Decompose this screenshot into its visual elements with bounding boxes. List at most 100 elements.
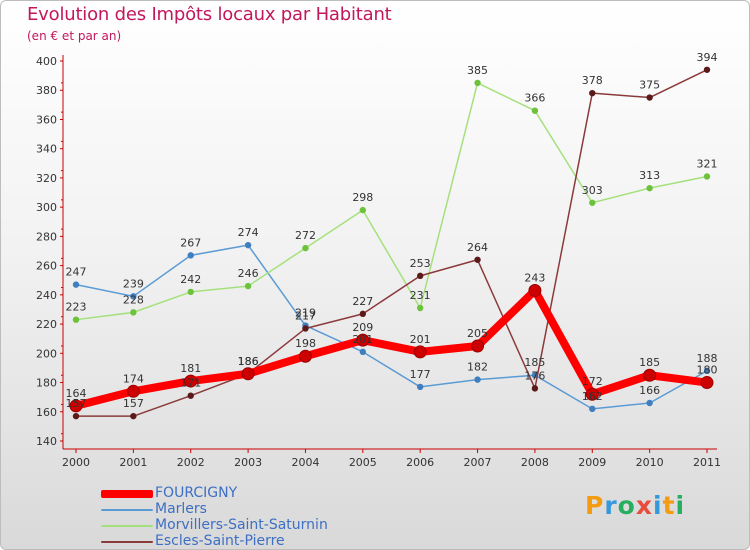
- legend-label: Escles-Saint-Pierre: [155, 533, 285, 549]
- data-label: 313: [639, 169, 660, 182]
- y-tick-label: 360: [36, 113, 57, 126]
- data-label: 247: [66, 266, 87, 279]
- data-point: [474, 256, 481, 263]
- data-point: [700, 376, 714, 390]
- data-point: [130, 293, 137, 300]
- data-label: 176: [524, 369, 545, 382]
- data-point: [416, 304, 424, 312]
- y-tick-label: 160: [36, 406, 57, 419]
- data-label: 394: [697, 51, 718, 64]
- y-tick-label: 200: [36, 347, 57, 360]
- logo-letter: t: [662, 491, 676, 520]
- data-label: 366: [524, 92, 545, 105]
- data-point: [241, 367, 255, 381]
- x-tick-label: 2009: [578, 456, 606, 469]
- data-point: [585, 387, 599, 401]
- data-point: [643, 368, 657, 382]
- data-label: 172: [582, 375, 603, 388]
- x-tick-label: 2001: [119, 456, 147, 469]
- data-label: 228: [123, 293, 144, 306]
- logo-letter: i: [675, 491, 686, 520]
- y-tick-label: 240: [36, 289, 57, 302]
- x-tick-label: 2008: [521, 456, 549, 469]
- data-label: 205: [467, 327, 488, 340]
- data-label: 180: [697, 364, 718, 377]
- data-point: [531, 385, 539, 392]
- data-point: [471, 339, 485, 353]
- data-label: 188: [697, 352, 718, 365]
- data-label: 177: [410, 368, 431, 381]
- data-label: 298: [352, 191, 373, 204]
- logo-letter: o: [617, 491, 636, 520]
- data-label: 198: [295, 337, 316, 350]
- data-point: [356, 333, 370, 347]
- data-point: [531, 107, 539, 114]
- data-label: 186: [238, 355, 259, 368]
- data-point: [359, 348, 367, 356]
- x-tick-label: 2002: [177, 456, 205, 469]
- y-tick-label: 280: [36, 230, 57, 243]
- data-label: 162: [582, 390, 603, 403]
- legend-swatch: [101, 490, 153, 498]
- y-tick-label: 340: [36, 143, 57, 156]
- data-label: 201: [410, 333, 431, 346]
- data-label: 274: [238, 226, 259, 239]
- data-point: [359, 310, 367, 318]
- data-point: [187, 392, 194, 399]
- chart-title: Evolution des Impôts locaux par Habitant: [27, 4, 392, 25]
- data-label: 378: [582, 74, 603, 87]
- data-point: [302, 325, 309, 332]
- data-point: [359, 206, 367, 214]
- legend-label: FOURCIGNY: [155, 485, 238, 501]
- data-label: 171: [180, 377, 201, 390]
- series-line-1: [75, 244, 708, 410]
- data-label: 219: [295, 307, 316, 320]
- x-tick-label: 2011: [693, 456, 721, 469]
- data-label: 182: [467, 361, 488, 374]
- data-label: 164: [66, 387, 87, 400]
- data-label: 231: [410, 289, 431, 302]
- data-point: [187, 288, 194, 296]
- data-point: [703, 173, 711, 180]
- data-label: 303: [582, 184, 603, 197]
- x-tick-label: 2004: [291, 456, 319, 469]
- legend-swatch: [101, 509, 153, 511]
- data-point: [589, 199, 596, 206]
- y-tick-label: 140: [36, 435, 57, 448]
- data-label: 375: [639, 79, 660, 92]
- data-point: [69, 399, 83, 413]
- data-point: [416, 383, 424, 391]
- y-tick-label: 180: [36, 377, 57, 390]
- data-point: [72, 412, 80, 420]
- data-label: 157: [66, 397, 87, 410]
- data-point: [302, 244, 309, 252]
- data-label: 264: [467, 241, 488, 254]
- data-label: 227: [352, 295, 373, 308]
- x-tick-label: 2003: [234, 456, 262, 469]
- y-tick-label: 260: [36, 260, 57, 273]
- data-point: [244, 282, 252, 290]
- data-point: [416, 272, 424, 280]
- data-point: [126, 384, 140, 398]
- y-tick-label: 220: [36, 318, 57, 331]
- data-label: 186: [238, 355, 259, 368]
- data-point: [130, 309, 137, 316]
- logo-letter: r: [604, 491, 618, 520]
- data-label: 185: [524, 356, 545, 369]
- data-label: 253: [410, 257, 431, 270]
- data-point: [528, 283, 542, 297]
- data-label: 272: [295, 229, 316, 242]
- data-label: 267: [180, 236, 201, 249]
- y-tick-label: 320: [36, 172, 57, 185]
- x-tick-label: 2007: [464, 456, 492, 469]
- data-point: [646, 399, 653, 407]
- data-label: 166: [639, 384, 660, 397]
- data-point: [413, 345, 427, 359]
- logo-letter: x: [635, 491, 653, 520]
- data-label: 246: [238, 267, 259, 280]
- data-label: 174: [123, 372, 144, 385]
- data-label: 243: [524, 271, 545, 284]
- data-point: [184, 374, 198, 388]
